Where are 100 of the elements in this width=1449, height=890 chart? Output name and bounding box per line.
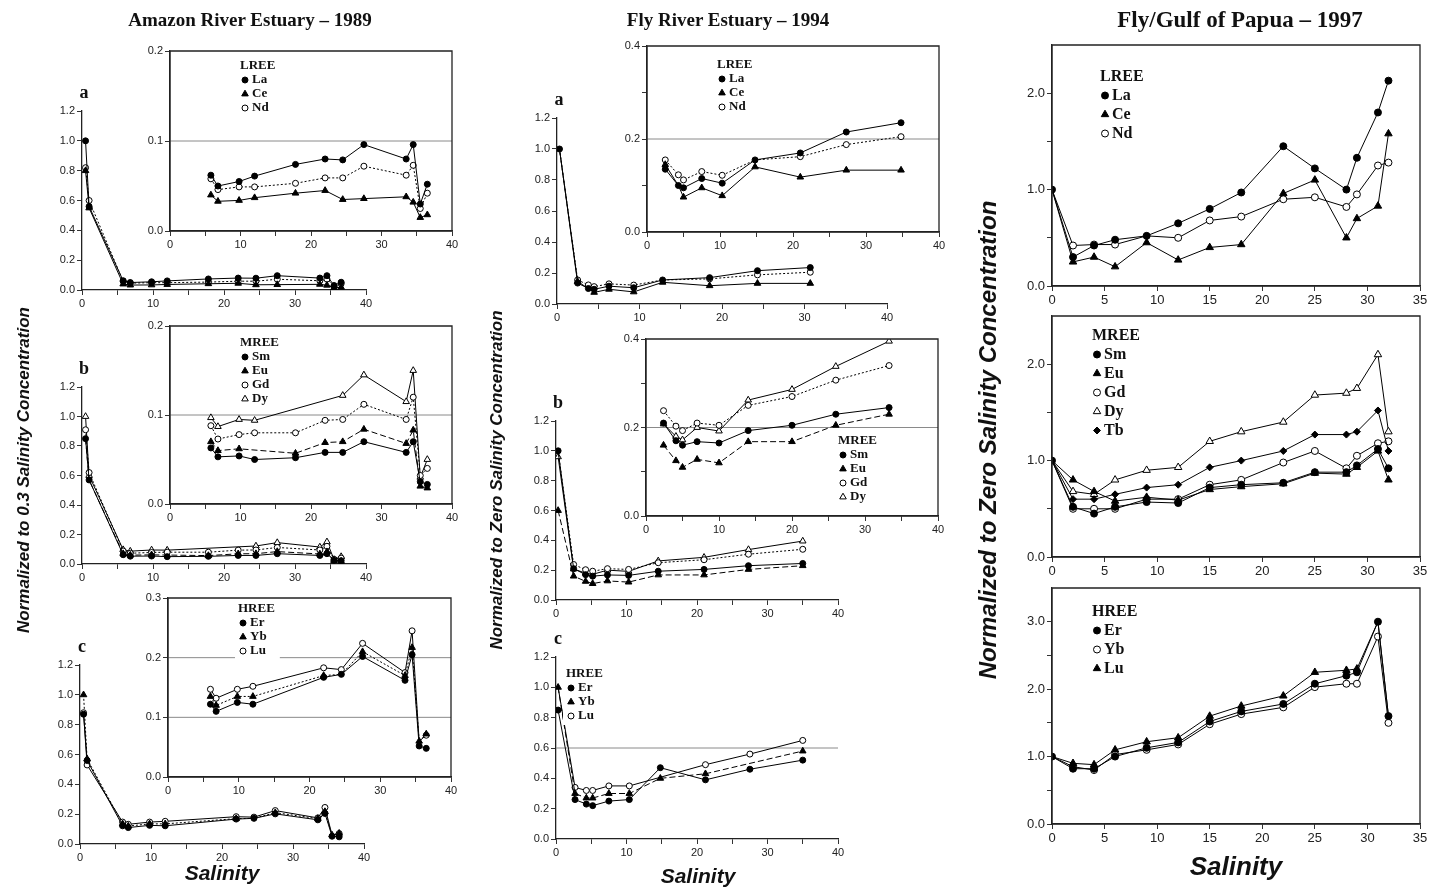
y-tick-label: 2.0	[1026, 84, 1045, 100]
y-tick-label: 1.2	[533, 414, 549, 427]
x-tick-label: 40	[445, 237, 459, 250]
legend-title: HREE	[1092, 601, 1138, 619]
x-tick-label: 40	[932, 238, 946, 251]
y-tick-label: 1.0	[1026, 748, 1045, 764]
x-tick-label: 35	[1412, 292, 1428, 308]
y-tick-label: 0.0	[59, 557, 75, 570]
y-tick-label: 1.0	[533, 443, 549, 456]
text: c	[78, 636, 86, 657]
y-tick-label: 0.0	[624, 225, 640, 238]
x-tick-label: 30	[288, 296, 302, 309]
y-tick-label: 0.4	[59, 498, 75, 511]
y-tick-label: 3.0	[1026, 613, 1045, 629]
text: a	[554, 89, 564, 110]
y-tick-label: 0.4	[623, 332, 639, 345]
x-tick-label: 0	[1048, 563, 1056, 579]
text: b	[78, 358, 90, 379]
x-tick-label: 30	[859, 238, 873, 251]
y-tick-label: 0.2	[145, 650, 161, 663]
x-tick-label: 30	[761, 845, 774, 858]
y-tick-label: 0.4	[533, 533, 549, 546]
y-tick-label: 0.4	[533, 771, 549, 784]
legend-title: LREE	[240, 57, 276, 73]
legend-label: Sm	[850, 446, 869, 462]
y-tick-label: 0.1	[147, 408, 163, 421]
x-tick-label: 0	[552, 606, 560, 619]
y-tick-label: 0.2	[59, 527, 75, 540]
x-axis-title: Salinity	[660, 864, 736, 888]
y-tick-label: 0.0	[59, 283, 75, 296]
x-tick-label: 20	[304, 237, 318, 250]
y-tick-label: 0.0	[145, 770, 161, 783]
x-tick-label: 0	[78, 296, 86, 309]
x-tick-label: 20	[1255, 292, 1270, 308]
y-axis-title: Normalized to 0.3 Salinity Concentration	[14, 307, 34, 633]
x-tick-label: 30	[288, 570, 302, 583]
x-axis-title: Salinity	[184, 861, 260, 885]
y-tick-label: 1.2	[57, 658, 73, 671]
x-tick-label: 30	[1360, 292, 1375, 308]
y-axis-title: Normalized to Zero Salinity Concentration	[487, 310, 507, 650]
x-tick-label: 0	[553, 310, 561, 323]
x-tick-label: 30	[1360, 830, 1375, 846]
legend-title: LREE	[717, 56, 753, 72]
x-tick-label: 20	[304, 510, 318, 523]
y-tick-label: 0.8	[533, 710, 549, 723]
y-tick-label: 0.8	[59, 163, 75, 176]
x-tick-label: 40	[445, 510, 459, 523]
legend-label: Er	[250, 614, 265, 630]
legend-label: Er	[578, 679, 593, 695]
y-tick-label: 0.0	[147, 497, 163, 510]
x-tick-label: 0	[166, 237, 174, 250]
y-tick-label: 0.0	[147, 224, 163, 237]
legend-label: Eu	[1104, 363, 1124, 381]
y-tick-label: 0.2	[533, 801, 549, 814]
y-tick-label: 0.8	[534, 173, 550, 186]
x-tick-label: 35	[1412, 563, 1428, 579]
x-tick-label: 40	[880, 310, 894, 323]
legend-label: Gd	[1104, 382, 1126, 400]
legend-label: Lu	[578, 707, 594, 723]
legend-title: MREE	[838, 432, 877, 448]
x-tick-label: 35	[1412, 830, 1428, 846]
x-tick-label: 0	[78, 570, 86, 583]
text: c	[554, 628, 562, 649]
y-tick-label: 1.0	[533, 680, 549, 693]
legend-label: Ce	[729, 84, 745, 100]
y-tick-label: 1.2	[59, 104, 75, 117]
x-tick-label: 20	[785, 522, 799, 535]
y-tick-label: 0.0	[1026, 277, 1045, 293]
x-tick-label: 0	[643, 238, 651, 251]
y-tick-label: 1.0	[1026, 181, 1045, 197]
y-tick-label: 0.0	[57, 837, 73, 850]
x-tick-label: 30	[286, 850, 300, 863]
x-tick-label: 30	[858, 522, 872, 535]
legend-title: LREE	[1100, 66, 1144, 84]
legend-label: Lu	[1104, 658, 1124, 676]
x-tick-label: 10	[712, 522, 726, 535]
y-tick-label: 0.1	[147, 134, 163, 147]
legend-label: Gd	[252, 376, 271, 392]
legend-label: Eu	[252, 362, 268, 378]
legend-label: Sm	[252, 348, 271, 364]
text: a	[79, 82, 89, 103]
legend-label: Er	[1104, 620, 1122, 638]
x-tick-label: 40	[359, 570, 373, 583]
legend-label: Sm	[1104, 344, 1127, 362]
legend-title: HREE	[238, 600, 275, 616]
y-tick-label: 0.0	[623, 509, 639, 522]
y-tick-label: 2.0	[1026, 355, 1045, 371]
x-tick-label: 10	[633, 310, 646, 323]
x-tick-label: 20	[1255, 563, 1270, 579]
chart-title: Fly/Gulf of Papua – 1997	[1117, 7, 1363, 33]
x-tick-label: 10	[232, 783, 245, 796]
x-tick-label: 20	[217, 570, 231, 583]
legend-label: Gd	[850, 474, 869, 490]
legend-label: Nd	[1112, 123, 1133, 141]
y-tick-label: 0.6	[59, 468, 75, 481]
legend-label: La	[729, 70, 745, 86]
x-tick-label: 30	[374, 783, 387, 796]
x-tick-label: 15	[1202, 292, 1217, 308]
x-tick-label: 10	[146, 570, 160, 583]
y-tick-label: 0.2	[57, 807, 73, 820]
